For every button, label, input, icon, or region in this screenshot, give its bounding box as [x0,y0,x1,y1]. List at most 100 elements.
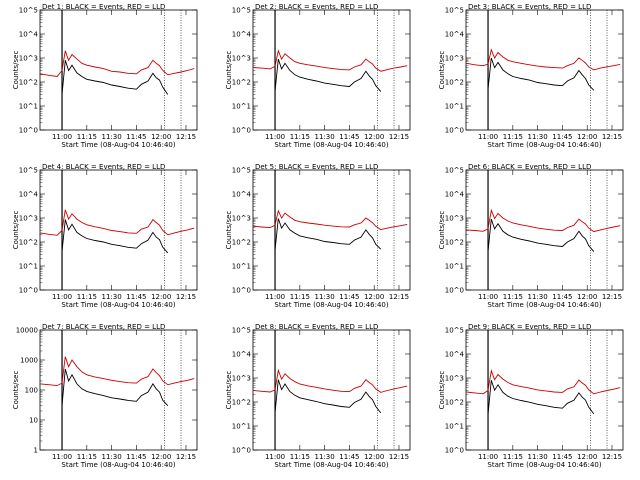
y-tick-label: 10000 [16,327,38,335]
y-tick-label: 10^1 [232,263,251,271]
x-tick-label: 11:45 [126,293,146,301]
x-axis-label: Start Time (08-Aug-04 10:46:40) [61,301,175,309]
series-events-line [487,380,595,415]
x-tick-label: 11:45 [339,453,359,461]
x-tick-label: 12:00 [151,293,171,301]
plot-frame [39,169,198,291]
y-axis-label: Counts/sec [12,371,20,410]
x-tick-label: 11:15 [77,133,97,141]
y-tick-label: 10^2 [232,79,251,87]
x-tick-label: 12:15 [389,293,409,301]
series-lld-line [466,208,621,233]
y-tick-label: 10^3 [19,55,38,63]
x-tick-label: 12:15 [602,453,622,461]
x-tick-label: 11:45 [552,293,572,301]
y-axis-label: Counts/sec [438,211,446,250]
x-axis-label: Start Time (08-Aug-04 10:46:40) [487,301,601,309]
x-tick-label: 11:15 [290,293,310,301]
x-tick-label: 12:15 [176,293,196,301]
x-tick-label: 12:15 [389,133,409,141]
x-tick-label: 12:00 [364,133,384,141]
x-tick-label: 11:15 [503,133,523,141]
x-axis-label: Start Time (08-Aug-04 10:46:40) [61,141,175,149]
y-tick-label: 10^1 [445,423,464,431]
y-tick-label: 10^2 [445,399,464,407]
series-lld-line [40,209,195,236]
panel-7: Det 7: BLACK = Events, RED = LLD 1 10 100 10… [12,323,198,469]
panel-4: Det 4: BLACK = Events, RED = LLD 10^0 10^1… [12,163,198,309]
y-tick-label: 100 [25,387,38,395]
y-tick-label: 10^4 [232,191,252,199]
series-events-line [487,218,595,252]
y-tick-label: 10^4 [19,191,39,199]
x-tick-label: 11:00 [478,453,498,461]
y-tick-label: 10^1 [232,423,251,431]
y-axis-label: Counts/sec [225,371,233,410]
x-tick-label: 12:15 [602,293,622,301]
x-axis-label: Start Time (08-Aug-04 10:46:40) [487,461,601,469]
y-tick-label: 1 [34,447,38,455]
panel-5: Det 5: BLACK = Events, RED = LLD 10^0 10^1… [225,163,411,309]
x-tick-label: 11:30 [528,293,548,301]
x-tick-label: 11:00 [52,293,72,301]
y-tick-label: 10^4 [19,31,39,39]
series-events-line [274,218,382,251]
y-tick-label: 10^4 [232,31,252,39]
series-events-line [61,60,169,95]
x-tick-label: 12:15 [176,453,196,461]
x-tick-label: 12:00 [151,453,171,461]
y-tick-label: 10^0 [232,127,251,135]
panel-title: Det 6: BLACK = Events, RED = LLD [468,163,591,171]
y-tick-label: 10^5 [232,7,251,15]
y-tick-label: 10^1 [232,103,251,111]
series-events-line [274,58,382,92]
y-tick-label: 10^5 [19,7,38,15]
x-tick-label: 11:30 [528,133,548,141]
x-tick-label: 11:30 [528,453,548,461]
y-axis-label: Counts/sec [12,51,20,90]
y-tick-label: 10^5 [445,7,464,15]
x-tick-label: 11:00 [52,133,72,141]
y-tick-label: 10^0 [445,127,464,135]
x-tick-label: 11:30 [102,453,122,461]
y-tick-label: 10^5 [232,327,251,335]
panel-3: Det 3: BLACK = Events, RED = LLD 10^0 10^1… [438,3,624,149]
x-tick-label: 11:00 [265,293,285,301]
panel-title: Det 7: BLACK = Events, RED = LLD [42,323,165,331]
y-tick-label: 10^0 [19,127,38,135]
y-tick-label: 10^4 [445,31,465,39]
panel-title: Det 5: BLACK = Events, RED = LLD [255,163,378,171]
y-tick-label: 10^2 [445,239,464,247]
series-events-line [274,379,382,414]
y-tick-label: 10^0 [19,287,38,295]
x-tick-label: 11:30 [315,133,335,141]
x-tick-label: 12:00 [577,133,597,141]
plot-frame [39,9,198,131]
plot-frame [252,169,411,291]
x-tick-label: 11:30 [102,133,122,141]
series-lld-line [466,48,621,71]
y-tick-label: 10^2 [445,79,464,87]
y-tick-label: 10^5 [19,167,38,175]
panel-6: Det 6: BLACK = Events, RED = LLD 10^0 10^1… [438,163,624,309]
y-axis-label: Counts/sec [225,51,233,90]
x-tick-label: 11:30 [315,293,335,301]
y-tick-label: 10^4 [232,351,252,359]
x-tick-label: 11:45 [339,293,359,301]
x-tick-label: 11:00 [52,453,72,461]
y-tick-label: 10^2 [19,239,38,247]
y-tick-label: 10^1 [445,263,464,271]
y-axis-label: Counts/sec [438,51,446,90]
x-tick-label: 11:30 [102,293,122,301]
y-tick-label: 10^3 [232,215,251,223]
y-tick-label: 10^3 [232,375,251,383]
y-tick-label: 10^0 [445,447,464,455]
x-tick-label: 11:30 [315,453,335,461]
plot-frame [465,169,624,291]
y-axis-label: Counts/sec [12,211,20,250]
series-events-line [487,57,595,91]
y-tick-label: 10^3 [445,375,464,383]
series-lld-line [466,369,621,395]
series-lld-line [40,50,195,77]
x-tick-label: 12:00 [364,293,384,301]
